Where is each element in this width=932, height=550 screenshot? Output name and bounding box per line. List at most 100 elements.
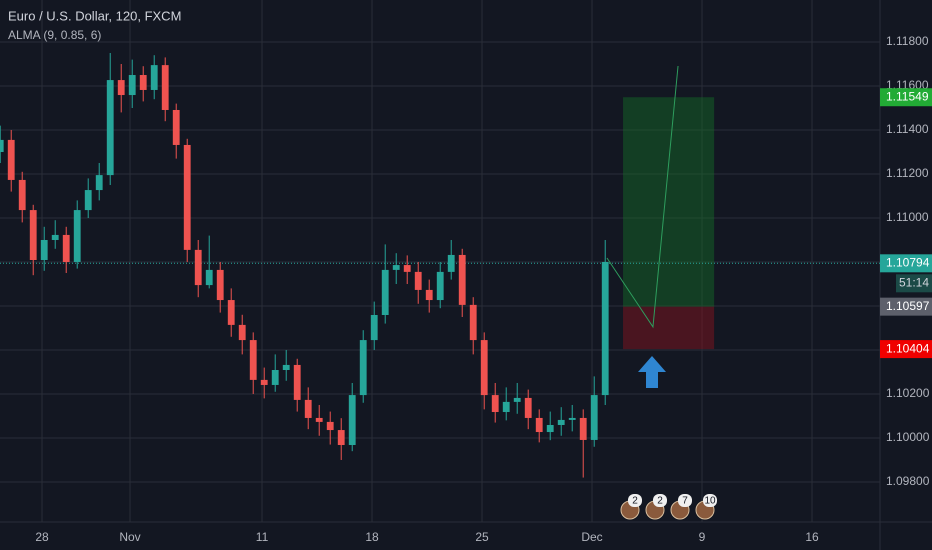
candle-body [139, 75, 147, 90]
candle-body [502, 401, 510, 413]
candle-body [117, 80, 125, 96]
candle-body [326, 421, 334, 431]
chart-title: Euro / U.S. Dollar, 120, FXCM [8, 8, 181, 23]
candle-body [183, 144, 191, 250]
price-label: 1.10597 [886, 299, 930, 313]
y-tick-label: 1.10200 [886, 386, 930, 400]
candle-body [601, 261, 609, 396]
event-badge-bg [628, 494, 642, 507]
candle-body [447, 254, 455, 272]
candle-body [172, 109, 180, 145]
candle-body [7, 139, 15, 180]
up-arrow [638, 356, 666, 388]
event-badge-bg [703, 494, 717, 507]
candle-body [260, 379, 268, 385]
loss-zone [623, 306, 715, 350]
candle-body [238, 324, 246, 341]
candle-body [227, 300, 235, 325]
y-tick-label: 1.09800 [886, 474, 930, 488]
candle-body [535, 417, 543, 433]
candle-body [73, 210, 81, 262]
candle-body [0, 139, 4, 153]
candle-body [513, 397, 521, 402]
candle-body [381, 269, 389, 316]
candle-body [150, 65, 158, 90]
candle-body [480, 340, 488, 396]
grid [0, 0, 880, 522]
price-label: 1.11549 [886, 89, 929, 103]
candle-body [29, 210, 37, 261]
x-tick-label: 9 [699, 530, 706, 544]
event-badge-bg [678, 494, 692, 507]
candle-body [337, 430, 345, 446]
projection-line [606, 65, 679, 329]
candle-body [282, 364, 290, 370]
candle-body [414, 271, 422, 290]
axes: 1.098001.100001.102001.104001.106001.108… [35, 34, 932, 544]
candle-body [271, 369, 279, 385]
countdown-bg [896, 274, 932, 293]
price-label-bg [880, 254, 932, 273]
candle-body [524, 397, 532, 418]
price-label: 1.10794 [886, 255, 930, 269]
candle-body [106, 80, 114, 176]
candle-body [216, 269, 224, 301]
event-badge: 10 [704, 496, 716, 507]
event-badge: 2 [657, 496, 663, 507]
price-label-bg [880, 297, 932, 316]
price-label-bg [880, 88, 932, 107]
x-tick-label: 11 [256, 530, 269, 544]
candle-body [425, 289, 433, 301]
candle-body [546, 424, 554, 433]
candle-body [590, 395, 598, 440]
x-tick-label: Nov [119, 530, 140, 544]
y-tick-label: 1.11200 [886, 166, 929, 180]
profit-zone [623, 97, 715, 307]
candle-body [403, 265, 411, 272]
x-tick-label: Dec [581, 530, 602, 544]
x-tick-label: 25 [475, 530, 489, 544]
x-tick-label: 18 [365, 530, 379, 544]
candle-body [491, 395, 499, 413]
candle-body [436, 271, 444, 301]
candle-body [557, 419, 565, 425]
y-tick-label: 1.11400 [886, 122, 929, 136]
x-tick-label: 16 [805, 530, 819, 544]
y-tick-label: 1.11000 [886, 210, 929, 224]
price-label: 1.10404 [886, 341, 930, 355]
price-label-bg [880, 340, 932, 359]
candle-body [458, 254, 466, 305]
candle-body [370, 315, 378, 341]
x-tick-label: 28 [35, 530, 49, 544]
candle-body [469, 304, 477, 341]
candle-body [392, 265, 400, 270]
candle-body [579, 417, 587, 440]
candle-body [205, 269, 213, 286]
candle-body [18, 179, 26, 211]
candle-body [293, 364, 301, 400]
candle-body [315, 417, 323, 422]
event-badge: 7 [682, 496, 688, 507]
plot [0, 53, 880, 478]
candle-body [128, 75, 136, 96]
candle-body [51, 234, 59, 240]
indicator-label: ALMA (9, 0.85, 6) [8, 28, 101, 42]
candle-body [348, 395, 356, 446]
event-badge: 2 [632, 496, 638, 507]
y-tick-label: 1.11800 [886, 34, 929, 48]
y-tick-label: 1.10000 [886, 430, 930, 444]
countdown: 51:14 [899, 275, 929, 289]
candle-body [161, 65, 169, 110]
candle-body [95, 175, 103, 191]
candle-body [568, 417, 576, 420]
candle-body [249, 340, 257, 380]
candle-body [194, 249, 202, 286]
candle-body [40, 239, 48, 261]
candle-body [304, 399, 312, 418]
event-badge-bg [653, 494, 667, 507]
candle-body [359, 340, 367, 396]
candle-body [62, 234, 70, 262]
